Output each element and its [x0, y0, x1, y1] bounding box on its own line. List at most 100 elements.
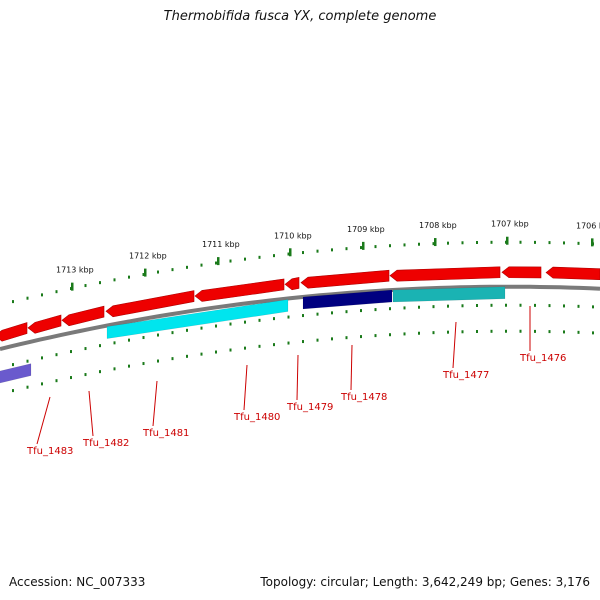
track-tick	[171, 331, 174, 335]
ruler-tick	[360, 246, 362, 250]
ruler-major-tick	[217, 257, 220, 266]
ruler-tick	[215, 261, 217, 265]
track-tick	[403, 306, 406, 310]
gene-label: Tfu_1476	[519, 353, 566, 364]
ruler-tick	[374, 245, 377, 249]
track-tick	[99, 370, 101, 374]
ruler-label: 1712 kbp	[129, 252, 167, 261]
track-tick	[548, 304, 551, 308]
track-tick	[84, 347, 87, 351]
ruler-tick	[171, 268, 174, 272]
track-tick	[113, 367, 116, 371]
ruler-tick	[142, 273, 145, 277]
ruler-tick	[41, 293, 43, 297]
track-tick	[476, 329, 478, 333]
track-tick	[563, 304, 565, 308]
ruler-label: 1708 kbp	[419, 221, 457, 230]
map-title: Thermobifida fusca YX, complete genome	[163, 9, 437, 24]
topology-text: Topology: circular; Length: 3,642,249 bp…	[260, 575, 590, 589]
gene-label: Tfu_1482	[82, 438, 129, 449]
ruler-label: 1709 kbp	[347, 225, 385, 234]
track-tick	[128, 338, 130, 342]
track-tick	[142, 336, 145, 340]
track-tick	[258, 318, 261, 322]
gene-leader-line	[350, 344, 353, 391]
track-tick	[490, 303, 493, 307]
track-tick	[374, 334, 377, 338]
gene-label: Tfu_1483	[26, 446, 73, 457]
forward-gene-arrow	[501, 266, 542, 279]
track-tick	[12, 389, 14, 393]
track-tick	[461, 330, 464, 334]
ruler-tick	[244, 257, 246, 261]
track-tick	[577, 304, 580, 308]
track-tick	[26, 385, 29, 389]
ruler-major-tick	[289, 248, 292, 257]
track-tick	[302, 340, 304, 344]
ruler-tick	[186, 265, 188, 269]
track-tick	[534, 303, 536, 307]
forward-gene-arrow	[284, 276, 300, 291]
track-tick	[244, 346, 246, 350]
forward-gene-arrow	[27, 314, 62, 334]
track-tick	[374, 308, 377, 312]
track-tick	[128, 364, 130, 368]
track-tick	[432, 305, 435, 309]
forward-gene-arrow	[389, 266, 501, 282]
track-tick	[316, 312, 319, 316]
accession-text: Accession: NC_007333	[9, 575, 146, 589]
ruler-major-tick	[434, 238, 437, 247]
ruler-tick	[563, 241, 565, 245]
reverse-cds-bar	[392, 286, 506, 303]
track-tick	[345, 336, 348, 340]
ruler-tick	[418, 242, 420, 246]
ruler-tick	[316, 249, 319, 253]
track-tick	[157, 359, 159, 363]
track-tick	[418, 305, 420, 309]
ruler-tick	[200, 263, 203, 267]
ruler-tick	[331, 248, 333, 252]
ruler-major-tick	[591, 238, 594, 247]
ruler-label: 1707 kbp	[491, 220, 529, 229]
ruler-tick	[128, 275, 130, 279]
track-tick	[200, 352, 203, 356]
gene-leader-line	[152, 380, 158, 427]
gene-label: Tfu_1477	[442, 370, 489, 381]
ruler-tick	[26, 296, 29, 300]
ruler-tick	[432, 242, 435, 246]
track-tick	[563, 330, 565, 334]
ruler-tick	[287, 252, 290, 256]
ruler-tick	[519, 240, 522, 244]
track-tick	[229, 322, 232, 326]
forward-gene-arrow	[0, 322, 28, 342]
reverse-cds-bar	[302, 289, 393, 310]
gene-leader-line	[88, 390, 94, 437]
track-tick	[287, 341, 290, 345]
track-tick	[41, 356, 43, 360]
track-tick	[360, 309, 362, 313]
genome-backbone	[0, 284, 600, 351]
gene-label: Tfu_1481	[142, 428, 189, 439]
ruler-label: 1713 kbp	[56, 266, 94, 275]
ruler-tick	[577, 241, 580, 245]
track-tick	[12, 363, 14, 367]
track-tick	[519, 329, 522, 333]
ruler-major-tick	[362, 241, 365, 250]
gene-label: Tfu_1479	[286, 402, 333, 413]
ruler-tick	[345, 247, 348, 251]
track-tick	[418, 331, 420, 335]
gene-label: Tfu_1478	[340, 392, 387, 403]
track-tick	[41, 382, 43, 386]
track-tick	[592, 331, 594, 335]
track-tick	[461, 304, 464, 308]
ruler-tick	[55, 290, 58, 294]
track-tick	[70, 350, 72, 354]
ruler-tick	[12, 300, 14, 304]
track-tick	[84, 373, 87, 377]
gene-leader-line	[36, 396, 51, 445]
ruler-label: 1711 kbp	[202, 240, 240, 249]
ruler-tick	[447, 241, 449, 245]
track-tick	[99, 344, 101, 348]
track-tick	[55, 379, 58, 383]
